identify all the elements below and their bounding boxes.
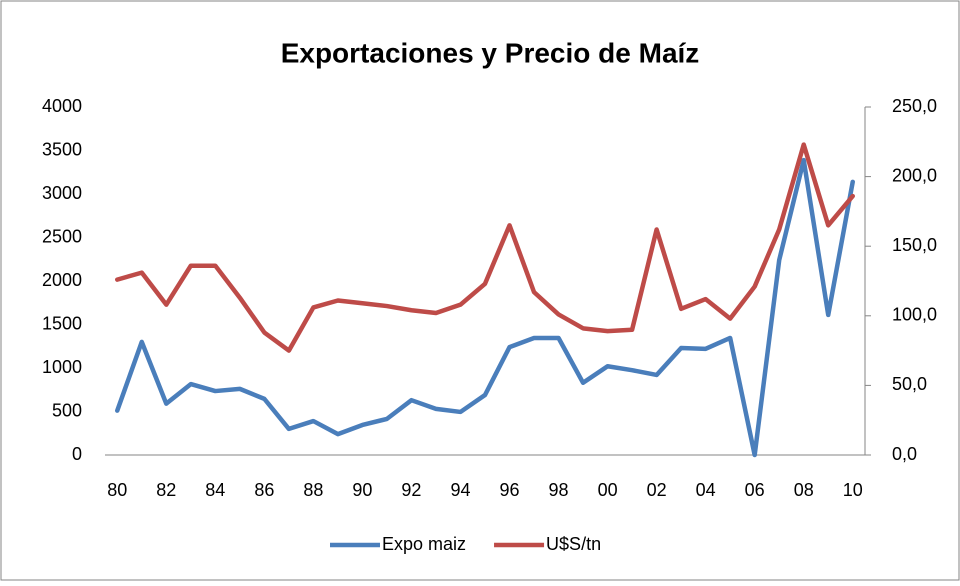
x-tick-label: 82 (156, 480, 176, 500)
y-tick-label: 500 (52, 400, 82, 420)
y2-tick-label: 250,0 (892, 96, 937, 116)
y2-tick-label: 50,0 (892, 374, 927, 394)
x-tick-label: 04 (696, 480, 716, 500)
x-tick-label: 84 (205, 480, 225, 500)
x-tick-label: 80 (107, 480, 127, 500)
x-tick-label: 98 (549, 480, 569, 500)
x-tick-label: 86 (254, 480, 274, 500)
x-tick-label: 00 (598, 480, 618, 500)
y-tick-label: 2000 (42, 270, 82, 290)
y-tick-label: 1000 (42, 357, 82, 377)
legend-label: Expo maiz (382, 534, 466, 554)
y2-tick-label: 200,0 (892, 165, 937, 185)
y-tick-label: 3000 (42, 183, 82, 203)
y-tick-label: 4000 (42, 96, 82, 116)
x-tick-label: 06 (745, 480, 765, 500)
y-tick-label: 3500 (42, 139, 82, 159)
x-tick-label: 88 (303, 480, 323, 500)
y2-tick-label: 150,0 (892, 235, 937, 255)
x-tick-label: 10 (843, 480, 863, 500)
y-tick-label: 0 (72, 444, 82, 464)
x-tick-label: 96 (500, 480, 520, 500)
chart-title: Exportaciones y Precio de Maíz (281, 37, 700, 68)
y-tick-label: 1500 (42, 313, 82, 333)
x-tick-label: 90 (352, 480, 372, 500)
series-line (115, 157, 855, 458)
y2-tick-label: 100,0 (892, 305, 937, 325)
x-tick-label: 08 (794, 480, 814, 500)
x-tick-label: 92 (401, 480, 421, 500)
y-tick-label: 2500 (42, 226, 82, 246)
y2-tick-label: 0,0 (892, 444, 917, 464)
x-tick-label: 02 (647, 480, 667, 500)
legend-label: U$S/tn (546, 534, 601, 554)
x-tick-label: 94 (450, 480, 470, 500)
series-line (115, 142, 855, 353)
